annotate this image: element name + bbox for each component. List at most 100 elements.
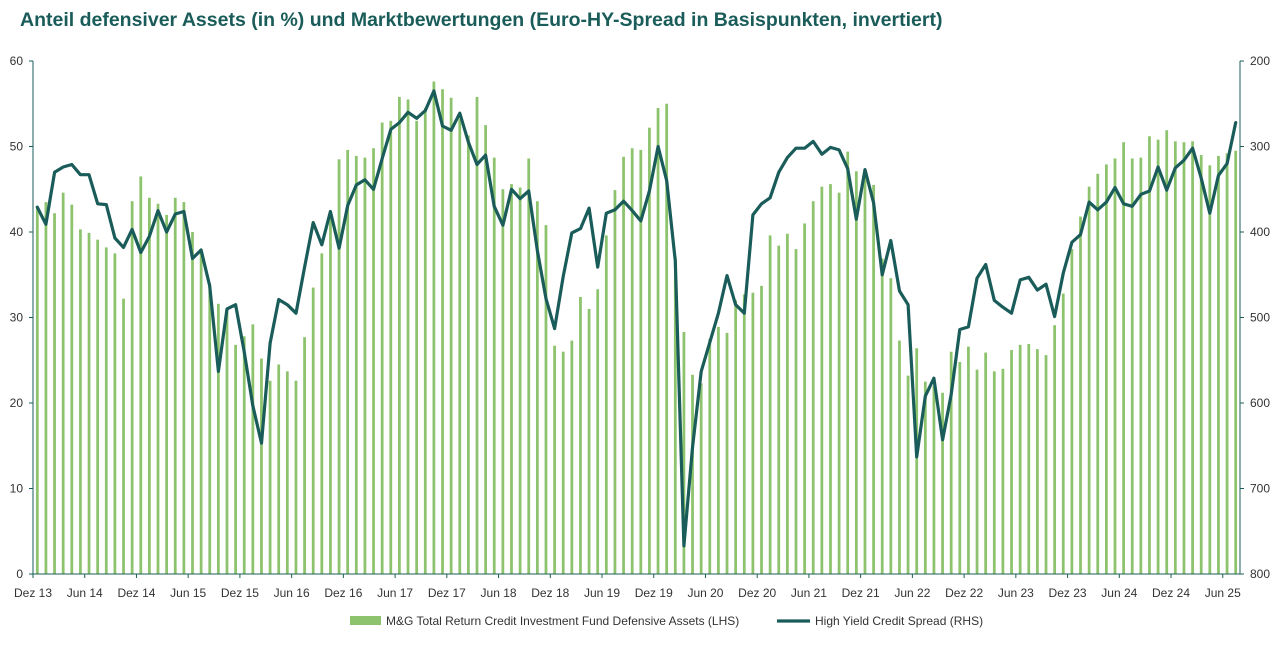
bar-99 — [889, 278, 893, 574]
bar-65 — [596, 289, 600, 574]
bar-29 — [285, 371, 289, 574]
bar-84 — [760, 285, 763, 574]
bar-43 — [406, 99, 410, 574]
bar-13 — [148, 197, 151, 575]
bar-113 — [1010, 349, 1013, 574]
bar-17 — [182, 202, 186, 574]
bar-series — [35, 81, 1238, 575]
bar-21 — [216, 303, 220, 574]
x-tick-label: Jun 14 — [67, 586, 103, 600]
bar-60 — [553, 345, 556, 574]
bar-53 — [492, 157, 496, 575]
y-right-tick-label: 700 — [1250, 482, 1270, 496]
legend: M&G Total Return Credit Investment Fund … — [350, 614, 983, 628]
legend-label-bars: M&G Total Return Credit Investment Fund … — [386, 614, 739, 628]
x-tick-label: Dez 23 — [1049, 586, 1087, 600]
bar-118 — [1053, 325, 1057, 574]
bar-92 — [829, 184, 832, 574]
bar-71 — [648, 127, 651, 574]
x-tick-label: Dez 14 — [117, 586, 155, 600]
bar-38 — [363, 157, 367, 575]
bar-0 — [35, 206, 39, 574]
y-left-tick-label: 30 — [10, 311, 24, 325]
bar-1 — [44, 202, 48, 574]
bar-88 — [794, 249, 798, 574]
x-tick-label: Dez 20 — [738, 586, 776, 600]
bar-69 — [630, 148, 634, 574]
bar-68 — [622, 156, 625, 574]
y-right-tick-label: 500 — [1250, 311, 1270, 325]
bar-36 — [346, 149, 350, 575]
bar-32 — [311, 287, 315, 574]
bar-135 — [1199, 155, 1203, 575]
bar-80 — [725, 332, 729, 574]
x-tick-label: Dez 18 — [531, 586, 569, 600]
bar-79 — [717, 326, 720, 574]
x-tick-label: Jun 21 — [791, 586, 827, 600]
y-left-tick-label: 50 — [10, 140, 24, 154]
x-tick-label: Jun 22 — [894, 586, 930, 600]
legend-swatch-bars — [350, 616, 381, 625]
bar-55 — [510, 184, 513, 574]
bar-98 — [880, 258, 884, 574]
x-tick-label: Jun 23 — [998, 586, 1034, 600]
bar-127 — [1130, 158, 1134, 574]
bar-100 — [898, 340, 901, 574]
x-tick-label: Jun 17 — [377, 586, 413, 600]
bar-86 — [777, 245, 781, 574]
bar-70 — [639, 149, 643, 575]
bar-33 — [320, 253, 324, 574]
bar-20 — [208, 283, 212, 574]
bar-131 — [1165, 130, 1169, 574]
bar-123 — [1096, 173, 1100, 575]
bar-102 — [915, 348, 919, 574]
x-tick-label: Jun 20 — [687, 586, 723, 600]
spread-line — [35, 89, 1238, 548]
bar-72 — [656, 108, 660, 575]
bar-39 — [372, 148, 375, 574]
y-left-tick-label: 20 — [10, 396, 24, 410]
bar-41 — [389, 120, 393, 574]
bar-74 — [673, 256, 677, 574]
bar-116 — [1036, 349, 1039, 574]
bar-124 — [1104, 164, 1108, 574]
bar-19 — [199, 249, 203, 574]
y-right-tick-label: 800 — [1250, 567, 1270, 581]
bar-111 — [992, 371, 996, 574]
bar-25 — [251, 324, 255, 574]
bar-2 — [53, 213, 56, 574]
bar-115 — [1027, 344, 1031, 574]
bar-51 — [475, 96, 479, 574]
bar-67 — [613, 190, 617, 575]
bar-8 — [104, 247, 108, 574]
bar-89 — [803, 223, 806, 574]
bar-45 — [423, 108, 427, 575]
bar-46 — [432, 81, 436, 575]
bar-121 — [1079, 216, 1082, 575]
bar-18 — [191, 232, 194, 574]
bar-58 — [535, 201, 539, 574]
y-right-tick-label: 300 — [1250, 140, 1270, 154]
bar-49 — [458, 119, 462, 574]
bar-101 — [906, 375, 910, 574]
bar-64 — [587, 308, 591, 574]
line-series — [35, 89, 1238, 548]
bar-104 — [932, 385, 936, 574]
bar-109 — [975, 369, 979, 574]
bar-105 — [941, 392, 944, 574]
bar-130 — [1156, 139, 1160, 574]
bar-110 — [984, 352, 988, 574]
bar-138 — [1225, 153, 1229, 574]
bar-96 — [863, 173, 867, 574]
bar-26 — [260, 358, 263, 574]
x-tick-label: Dez 13 — [14, 586, 52, 600]
bar-35 — [337, 159, 341, 574]
bar-7 — [96, 239, 100, 574]
bar-52 — [484, 125, 488, 574]
bar-133 — [1182, 142, 1186, 574]
bar-5 — [79, 229, 82, 574]
bar-112 — [1001, 368, 1005, 574]
bar-107 — [958, 361, 962, 574]
bar-62 — [570, 340, 574, 574]
bar-48 — [449, 97, 453, 574]
